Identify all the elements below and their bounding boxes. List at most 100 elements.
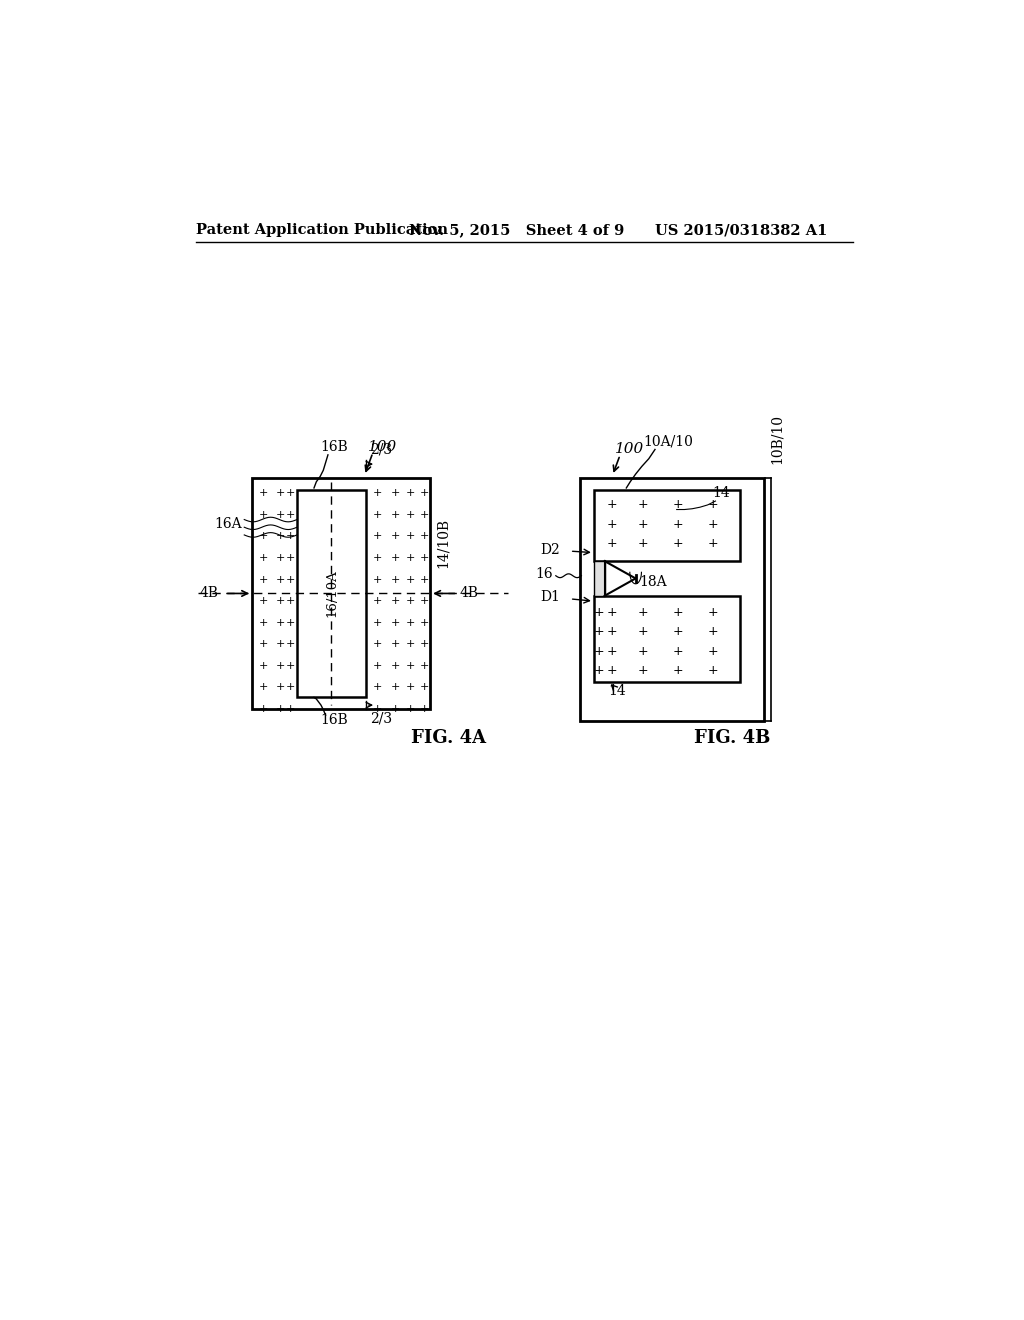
Text: +: + [276, 510, 286, 520]
Text: +: + [286, 661, 296, 671]
Text: +: + [638, 517, 648, 531]
Text: +: + [259, 553, 268, 564]
Text: +: + [276, 488, 286, 499]
Text: +: + [708, 644, 719, 657]
Text: +: + [373, 597, 382, 606]
Text: +: + [276, 661, 286, 671]
Text: +: + [708, 537, 719, 550]
Text: Patent Application Publication: Patent Application Publication [197, 223, 449, 238]
Text: +: + [391, 488, 400, 499]
Text: +: + [373, 532, 382, 541]
Text: +: + [673, 664, 684, 677]
Text: +: + [638, 664, 648, 677]
Bar [580, 478, 764, 721]
Text: +: + [594, 644, 604, 657]
Text: +: + [607, 606, 617, 619]
Text: +: + [259, 639, 268, 649]
Text: +: + [373, 682, 382, 693]
Text: 100: 100 [614, 442, 644, 457]
Text: +: + [391, 682, 400, 693]
Text: +: + [407, 618, 416, 628]
Text: +: + [407, 639, 416, 649]
Bar [594, 561, 604, 595]
Text: +: + [407, 682, 416, 693]
Text: +: + [638, 644, 648, 657]
Text: 14: 14 [713, 486, 730, 500]
Text: +: + [286, 704, 296, 714]
Text: +: + [373, 510, 382, 520]
Text: +: + [708, 606, 719, 619]
Text: +: + [276, 553, 286, 564]
Text: +: + [286, 510, 296, 520]
Text: +: + [286, 618, 296, 628]
Text: +: + [407, 574, 416, 585]
Text: +: + [276, 682, 286, 693]
Text: +: + [420, 510, 429, 520]
Text: +: + [420, 618, 429, 628]
Text: +: + [607, 644, 617, 657]
Text: +: + [407, 597, 416, 606]
Text: +: + [259, 661, 268, 671]
Text: +: + [420, 488, 429, 499]
Text: +: + [420, 704, 429, 714]
Text: 10A/10: 10A/10 [643, 434, 693, 449]
Text: +: + [373, 553, 382, 564]
Text: +: + [420, 532, 429, 541]
Text: +: + [286, 553, 296, 564]
Text: +: + [420, 574, 429, 585]
Text: 16B: 16B [321, 714, 348, 727]
Text: +: + [259, 532, 268, 541]
Text: +: + [373, 639, 382, 649]
Text: +: + [276, 639, 286, 649]
Text: 2/3: 2/3 [370, 711, 392, 726]
Text: +: + [259, 682, 268, 693]
Text: +: + [638, 606, 648, 619]
Text: D2: D2 [541, 543, 560, 557]
Text: +: + [708, 664, 719, 677]
Text: +: + [708, 626, 719, 639]
Text: +: + [276, 532, 286, 541]
Text: +: + [259, 618, 268, 628]
Text: +: + [259, 704, 268, 714]
Text: D1: D1 [541, 590, 560, 605]
Text: +: + [259, 510, 268, 520]
Text: US 2015/0318382 A1: US 2015/0318382 A1 [655, 223, 827, 238]
Text: +: + [420, 553, 429, 564]
Text: +: + [286, 488, 296, 499]
Text: +: + [391, 597, 400, 606]
Text: Nov. 5, 2015   Sheet 4 of 9: Nov. 5, 2015 Sheet 4 of 9 [409, 223, 624, 238]
Bar [594, 595, 740, 682]
Text: +: + [407, 510, 416, 520]
Text: +: + [407, 488, 416, 499]
Text: +: + [391, 532, 400, 541]
Text: +: + [594, 626, 604, 639]
Text: +: + [420, 597, 429, 606]
Text: 18A: 18A [640, 576, 667, 589]
Text: +: + [373, 704, 382, 714]
Text: +: + [607, 537, 617, 550]
Text: +: + [673, 517, 684, 531]
Text: +: + [673, 606, 684, 619]
Text: +: + [607, 626, 617, 639]
Text: +: + [407, 532, 416, 541]
Text: 2/3: 2/3 [370, 442, 392, 457]
Text: FIG. 4B: FIG. 4B [693, 729, 770, 747]
Text: +: + [391, 704, 400, 714]
Text: +: + [276, 597, 286, 606]
Text: 100: 100 [369, 440, 397, 454]
Text: +: + [420, 661, 429, 671]
Text: +: + [276, 574, 286, 585]
Text: 4B: 4B [200, 586, 219, 601]
Bar [252, 478, 430, 709]
Text: +: + [708, 517, 719, 531]
Bar [297, 490, 366, 697]
Text: +: + [407, 661, 416, 671]
Text: +: + [259, 574, 268, 585]
Text: FIG. 4A: FIG. 4A [411, 729, 486, 747]
Text: +: + [594, 664, 604, 677]
Text: +: + [607, 517, 617, 531]
Text: +: + [708, 499, 719, 511]
Text: +: + [286, 682, 296, 693]
Text: +: + [594, 606, 604, 619]
Text: +: + [638, 537, 648, 550]
